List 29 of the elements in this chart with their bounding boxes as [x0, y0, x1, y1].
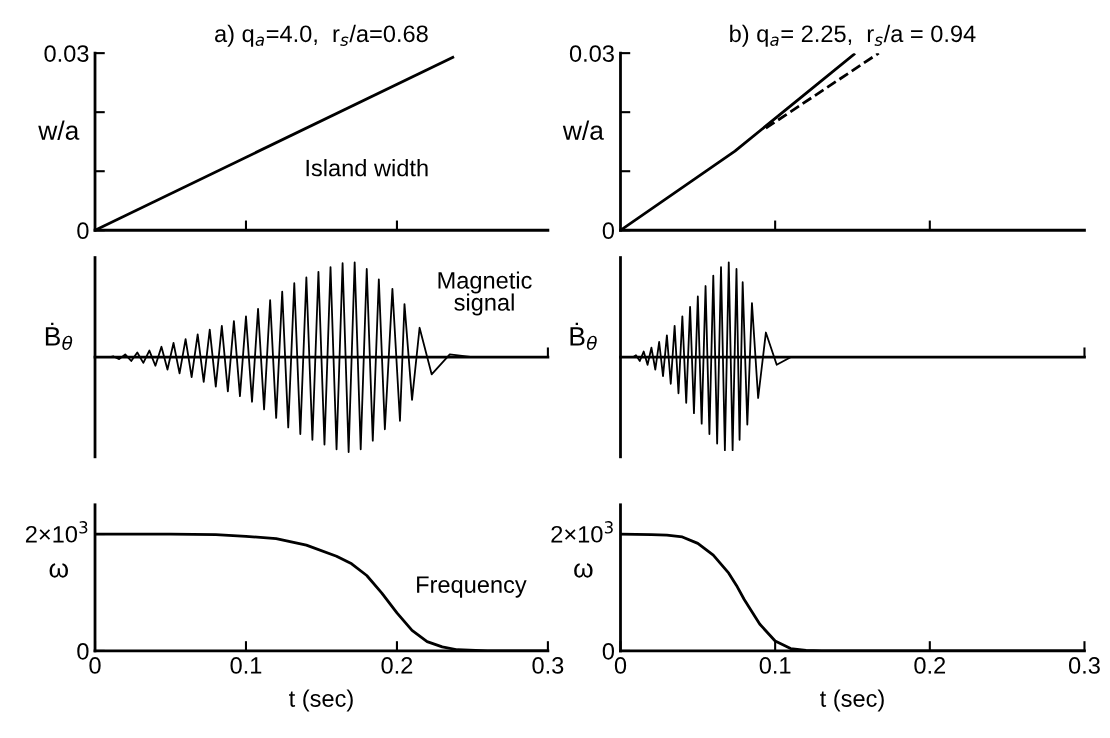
y-tick-label: 2×10$^{3}$: [551, 521, 613, 543]
chart-title: a) q$_{a}$=4.0, r$_{s}$/a=0.68: [215, 24, 428, 47]
y-axis-title: Ḃ$_{θ}$: [570, 322, 597, 351]
y-tick-label: 0: [77, 642, 89, 660]
y-tick-label: 0.03: [44, 45, 89, 62]
x-tick-label: 0.3: [1068, 657, 1100, 674]
x-axis-title: t (sec): [820, 689, 884, 712]
y-tick-label: 0: [77, 222, 89, 240]
annotation: Magnetic signal: [438, 271, 532, 316]
y-axis-title: Ḃ$_{θ}$: [45, 322, 73, 351]
y-tick-label: 2×10$^{3}$: [25, 521, 88, 543]
y-tick-label: 0: [602, 642, 615, 660]
y-tick-label: 0: [602, 222, 615, 240]
x-tick-label: 0: [89, 657, 101, 674]
y-axis-title: ω: [574, 563, 593, 578]
annotation: Frequency: [417, 576, 527, 598]
y-axis-title: w/a: [562, 120, 604, 140]
x-tick-label: 0.2: [914, 657, 946, 674]
x-tick-label: 0: [614, 657, 627, 674]
x-tick-label: 0.1: [230, 657, 262, 674]
chart-title: b) q$_{a}$= 2.25, r$_{s}$/a = 0.94: [730, 24, 976, 47]
y-axis-title: ω: [49, 563, 68, 578]
x-tick-label: 0.3: [532, 657, 564, 674]
y-tick-label: 0.03: [569, 45, 614, 62]
y-axis-title: w/a: [38, 120, 80, 140]
x-tick-label: 0.2: [381, 657, 413, 674]
annotation: Island width: [306, 159, 428, 177]
x-axis-title: t (sec): [289, 689, 353, 712]
x-tick-label: 0.1: [759, 657, 791, 674]
